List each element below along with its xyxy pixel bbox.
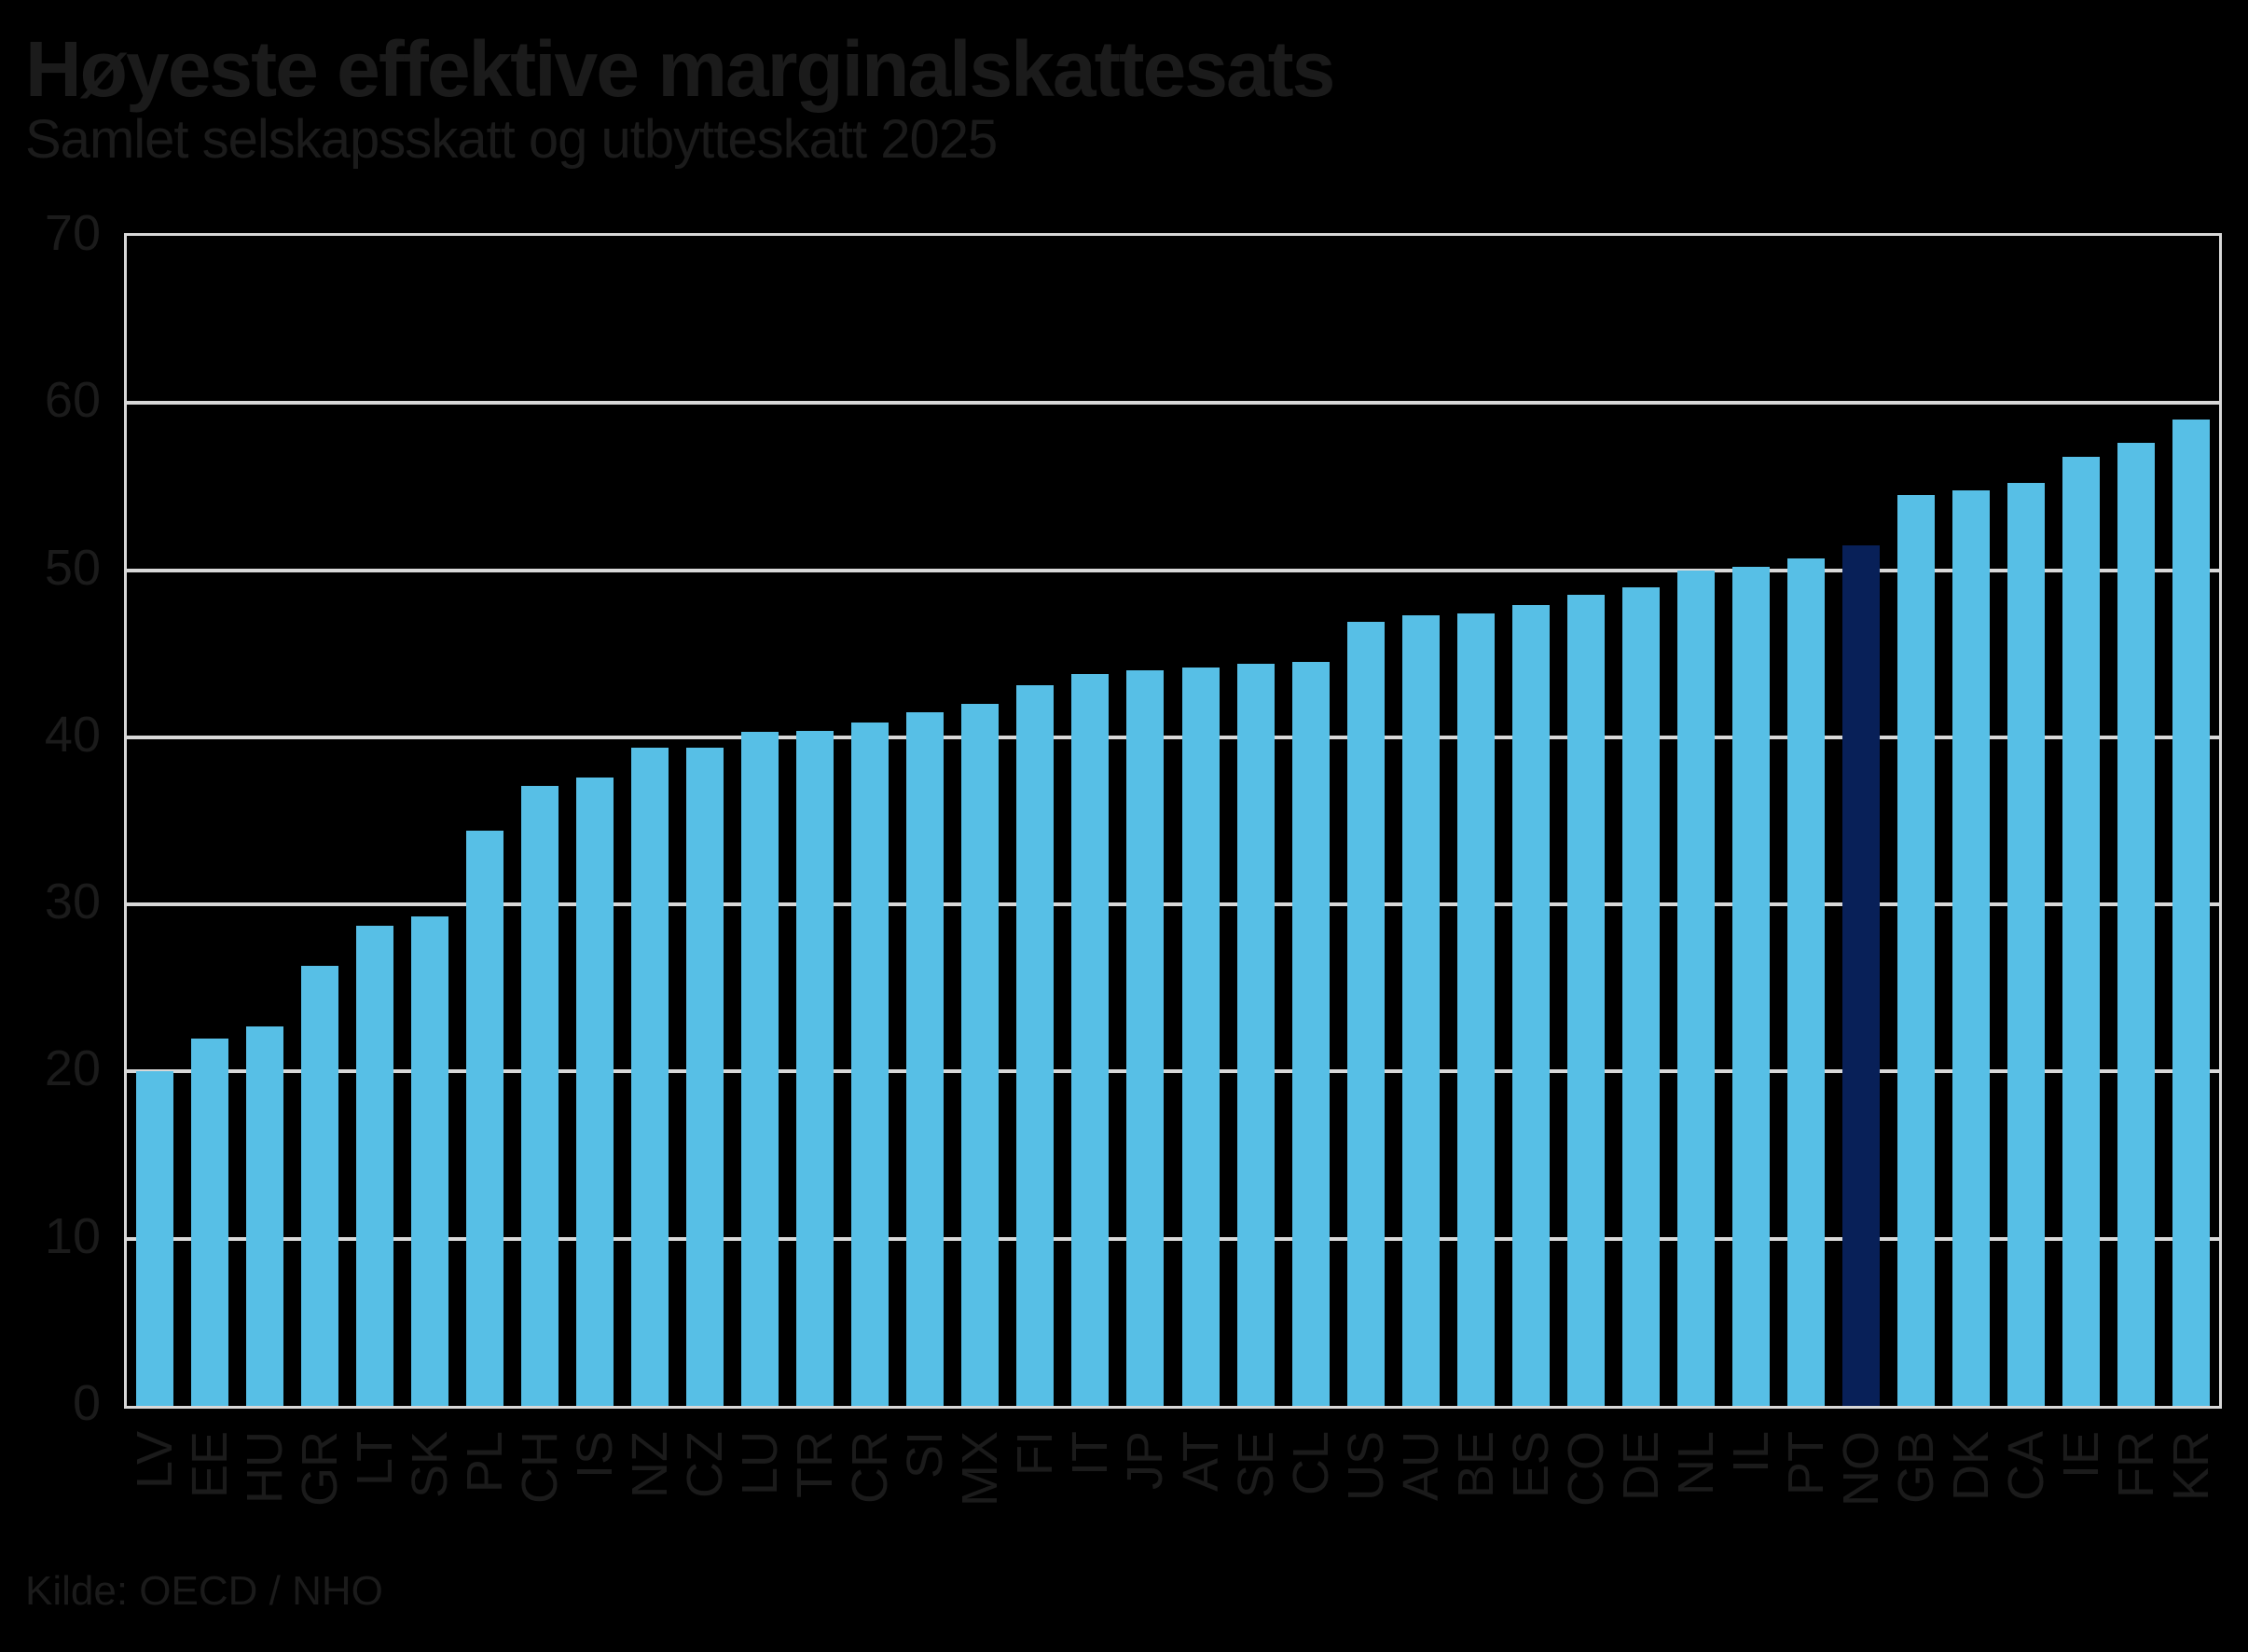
bar-BE xyxy=(1456,613,1495,1406)
bar-SI xyxy=(906,711,945,1406)
x-tick-label-JP: JP xyxy=(1117,1431,1174,1491)
y-tick-label-30: 30 xyxy=(44,874,101,930)
x-tick-label-IT: IT xyxy=(1062,1431,1119,1476)
bar-IE xyxy=(2062,456,2101,1406)
bar-CL xyxy=(1291,662,1330,1406)
x-tick-label-CA: CA xyxy=(1998,1431,2055,1502)
bar-TR xyxy=(796,730,834,1406)
bar-NZ xyxy=(631,747,669,1406)
x-tick-label-PT: PT xyxy=(1778,1431,1835,1496)
bar-US xyxy=(1346,622,1385,1406)
x-tick-label-IE: IE xyxy=(2053,1431,2110,1480)
gridline-50 xyxy=(127,568,2219,572)
bar-CR xyxy=(851,722,890,1406)
x-tick-label-PL: PL xyxy=(456,1431,513,1494)
bar-CO xyxy=(1566,595,1605,1406)
bar-IL xyxy=(1732,567,1771,1406)
y-tick-label-60: 60 xyxy=(44,372,101,429)
x-tick-label-CL: CL xyxy=(1282,1431,1339,1496)
x-tick-label-CH: CH xyxy=(511,1431,568,1504)
bar-LU xyxy=(741,732,779,1406)
x-tick-label-CZ: CZ xyxy=(677,1431,734,1498)
bar-SE xyxy=(1236,663,1275,1406)
x-tick-label-SI: SI xyxy=(897,1431,954,1480)
x-tick-label-HU: HU xyxy=(236,1431,293,1504)
bar-CA xyxy=(2007,483,2046,1406)
y-tick-label-40: 40 xyxy=(44,706,101,763)
bar-CZ xyxy=(686,747,724,1406)
bar-EE xyxy=(190,1038,228,1406)
gridline-30 xyxy=(127,902,2219,907)
gridline-60 xyxy=(127,401,2219,406)
bar-GR xyxy=(300,966,338,1406)
x-tick-label-IL: IL xyxy=(1723,1431,1780,1474)
x-tick-label-FR: FR xyxy=(2108,1431,2165,1498)
x-tick-label-ES: ES xyxy=(1502,1431,1559,1499)
bar-AU xyxy=(1401,614,1440,1406)
source-note: Kilde: OECD / NHO xyxy=(25,1568,383,1614)
x-tick-label-NL: NL xyxy=(1668,1431,1724,1496)
bar-IT xyxy=(1071,673,1110,1406)
chart-subtitle: Samlet selskapsskatt og utbytteskatt 202… xyxy=(25,109,998,170)
bar-DK xyxy=(1952,489,1991,1406)
bar-NO xyxy=(1842,544,1881,1406)
x-tick-label-MX: MX xyxy=(952,1431,1009,1507)
bar-FI xyxy=(1016,685,1055,1406)
y-tick-label-20: 20 xyxy=(44,1040,101,1097)
bar-PT xyxy=(1787,558,1826,1406)
bar-MX xyxy=(961,704,1000,1406)
bar-HU xyxy=(245,1026,283,1406)
x-tick-label-SK: SK xyxy=(401,1431,458,1499)
x-tick-label-SE: SE xyxy=(1227,1431,1284,1499)
plot-area xyxy=(124,233,2222,1409)
x-tick-label-LT: LT xyxy=(346,1431,403,1487)
bar-AT xyxy=(1181,667,1220,1406)
x-tick-label-KR: KR xyxy=(2163,1431,2220,1502)
x-tick-label-IS: IS xyxy=(566,1431,623,1480)
x-tick-label-DK: DK xyxy=(1943,1431,2000,1502)
chart-title: Høyeste effektive marginalskattesats xyxy=(25,25,1335,113)
bar-DE xyxy=(1621,586,1660,1406)
bar-JP xyxy=(1126,670,1165,1406)
bar-CH xyxy=(520,785,559,1406)
x-tick-label-GR: GR xyxy=(291,1431,348,1507)
y-tick-label-50: 50 xyxy=(44,539,101,596)
x-tick-label-LU: LU xyxy=(732,1431,789,1496)
x-tick-label-BE: BE xyxy=(1447,1431,1504,1499)
x-tick-label-NZ: NZ xyxy=(622,1431,678,1498)
x-tick-label-AT: AT xyxy=(1172,1431,1229,1492)
bar-GB xyxy=(1897,494,1936,1406)
x-tick-label-US: US xyxy=(1337,1431,1394,1502)
x-tick-label-CR: CR xyxy=(842,1431,899,1504)
bar-FR xyxy=(2117,443,2156,1406)
bar-LT xyxy=(355,926,393,1406)
y-tick-label-70: 70 xyxy=(44,205,101,261)
y-tick-label-10: 10 xyxy=(44,1207,101,1264)
bar-PL xyxy=(465,831,503,1406)
bar-KR xyxy=(2172,420,2211,1406)
x-tick-label-CO: CO xyxy=(1557,1431,1614,1507)
bar-LV xyxy=(135,1071,173,1406)
bar-ES xyxy=(1511,605,1550,1406)
x-tick-label-LV: LV xyxy=(126,1431,183,1490)
bar-IS xyxy=(575,777,614,1406)
x-tick-label-TR: TR xyxy=(787,1431,844,1498)
x-tick-label-DE: DE xyxy=(1612,1431,1669,1502)
x-tick-label-AU: AU xyxy=(1392,1431,1449,1502)
x-tick-label-EE: EE xyxy=(181,1431,238,1499)
gridline-10 xyxy=(127,1236,2219,1241)
y-tick-label-0: 0 xyxy=(72,1375,101,1431)
bar-SK xyxy=(410,915,448,1406)
x-tick-label-FI: FI xyxy=(1007,1431,1064,1476)
x-tick-label-NO: NO xyxy=(1833,1431,1890,1507)
bar-NL xyxy=(1677,570,1715,1406)
gridline-40 xyxy=(127,735,2219,739)
x-tick-label-GB: GB xyxy=(1888,1431,1945,1505)
gridline-20 xyxy=(127,1069,2219,1074)
